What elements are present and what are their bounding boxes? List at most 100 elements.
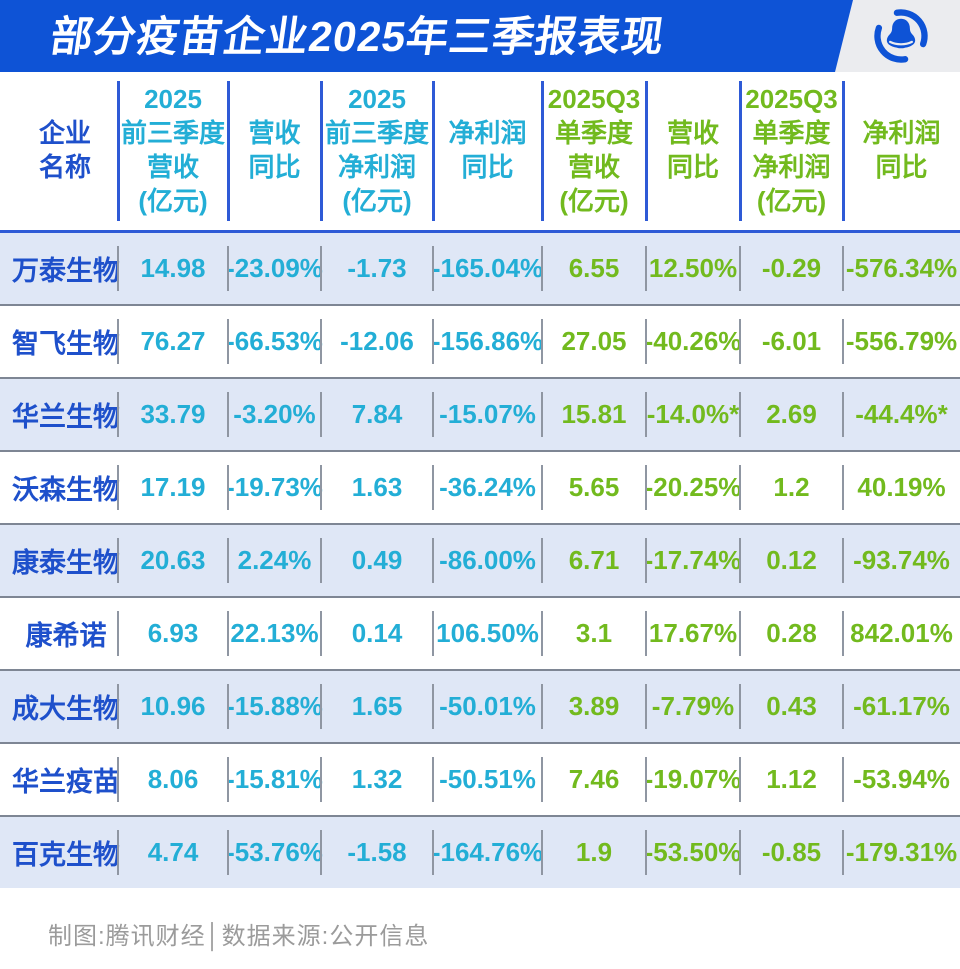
column-header-7: 2025Q3 单季度 净利润 (亿元)	[739, 72, 843, 230]
table-row-康希诺: 康希诺 6.93 22.13% 0.14 106.50% 3.1 17.67% 0.28 842…	[0, 596, 960, 669]
value-cell: -20.25%	[645, 452, 741, 523]
value-cell: 20.63	[117, 525, 228, 596]
table-row-百克生物: 百克生物 4.74 -53.76% -1.58 -164.76% 1.9 -53.50% -0…	[0, 815, 960, 888]
value-cell: 3.1	[541, 598, 646, 669]
column-header-3: 2025 前三季度 净利润 (亿元)	[320, 72, 433, 230]
value-cell: 2.24%	[227, 525, 321, 596]
value-cell: -36.24%	[432, 452, 542, 523]
column-header-2: 营收 同比	[227, 72, 321, 230]
footer: 制图:腾讯财经│数据来源:公开信息	[0, 888, 960, 951]
value-cell: -53.50%	[645, 817, 741, 888]
value-cell: -14.0%*	[645, 379, 740, 450]
value-cell: -17.74%	[645, 525, 741, 596]
value-cell: 7.46	[541, 744, 646, 815]
value-cell: 0.49	[320, 525, 433, 596]
value-cell: -179.31%	[842, 817, 960, 888]
table-row-智飞生物: 智飞生物 76.27 -66.53% -12.06 -156.86% 27.05 -40.2…	[0, 304, 960, 377]
value-cell: 27.05	[541, 306, 646, 377]
value-cell: 4.74	[117, 817, 228, 888]
company-name-cell: 沃森生物	[12, 475, 120, 505]
value-cell: 1.2	[739, 452, 843, 523]
column-header-0: 企业 名称	[38, 118, 91, 182]
value-cell: 1.9	[541, 817, 646, 888]
value-cell: -19.07%	[645, 744, 741, 815]
value-cell: -19.73%	[226, 452, 323, 523]
value-cell: 40.19%	[842, 452, 960, 523]
value-cell: 10.96	[117, 671, 228, 742]
value-cell: 106.50%	[432, 598, 542, 669]
column-header-8: 净利润 同比	[842, 72, 960, 230]
table-header-row: 企业 名称 2025 前三季度 营收 (亿元) 营收 同比 2025 前三季度 净利润…	[0, 72, 960, 233]
table-row-沃森生物: 沃森生物 17.19 -19.73% 1.63 -36.24% 5.65 -20.25% 1.…	[0, 450, 960, 523]
credit-text: 制图:腾讯财经│数据来源:公开信息	[48, 923, 430, 950]
value-cell: -1.58	[320, 817, 433, 888]
value-cell: -23.09%	[226, 233, 323, 304]
value-cell: 7.84	[320, 379, 433, 450]
value-cell: 6.71	[541, 525, 646, 596]
value-cell: -66.53%	[226, 306, 323, 377]
company-name-cell: 成大生物	[12, 694, 120, 724]
company-name-cell: 万泰生物	[12, 256, 120, 286]
table-body: 万泰生物 14.98 -23.09% -1.73 -165.04% 6.55 12.50% -…	[0, 233, 960, 888]
table-row-华兰疫苗: 华兰疫苗 8.06 -15.81% 1.32 -50.51% 7.46 -19.07% 1.1…	[0, 742, 960, 815]
value-cell: -44.4%*	[842, 379, 960, 450]
value-cell: -50.01%	[432, 671, 542, 742]
title-bar: 部分疫苗企业2025年三季报表现	[0, 0, 960, 72]
company-name-cell: 华兰疫苗	[12, 767, 120, 797]
table-row-华兰生物: 华兰生物 33.79 -3.20% 7.84 -15.07% 15.81 -14.0%* 2.…	[0, 377, 960, 450]
value-cell: 33.79	[117, 379, 228, 450]
value-cell: 842.01%	[842, 598, 960, 669]
value-cell: 1.12	[739, 744, 843, 815]
company-name-cell: 智飞生物	[12, 329, 120, 359]
value-cell: -53.94%	[842, 744, 960, 815]
value-cell: 14.98	[117, 233, 228, 304]
value-cell: -61.17%	[842, 671, 960, 742]
column-header-1: 2025 前三季度 营收 (亿元)	[117, 72, 228, 230]
table-row-成大生物: 成大生物 10.96 -15.88% 1.65 -50.01% 3.89 -7.79% 0.4…	[0, 669, 960, 742]
value-cell: -53.76%	[226, 817, 323, 888]
value-cell: 0.14	[320, 598, 433, 669]
column-header-4: 净利润 同比	[432, 72, 542, 230]
value-cell: -6.01	[739, 306, 843, 377]
table-row-万泰生物: 万泰生物 14.98 -23.09% -1.73 -165.04% 6.55 12.50% -…	[0, 233, 960, 304]
value-cell: 1.65	[320, 671, 433, 742]
tencent-qq-penguin-icon	[872, 7, 930, 65]
value-cell: -7.79%	[645, 671, 740, 742]
value-cell: -156.86%	[432, 306, 543, 377]
value-cell: -0.29	[739, 233, 843, 304]
value-cell: 1.32	[320, 744, 433, 815]
company-name-cell: 百克生物	[12, 840, 120, 870]
value-cell: -15.81%	[226, 744, 323, 815]
value-cell: -40.26%	[645, 306, 741, 377]
value-cell: -15.88%	[226, 671, 323, 742]
value-cell: 6.55	[541, 233, 646, 304]
value-cell: 0.28	[739, 598, 843, 669]
value-cell: 17.67%	[645, 598, 740, 669]
column-header-6: 营收 同比	[645, 72, 740, 230]
value-cell: 0.43	[739, 671, 843, 742]
value-cell: -3.20%	[227, 379, 321, 450]
value-cell: -15.07%	[432, 379, 542, 450]
page-title: 部分疫苗企业2025年三季报表现	[47, 13, 668, 60]
company-name-cell: 康泰生物	[12, 548, 120, 578]
value-cell: -93.74%	[842, 525, 960, 596]
value-cell: 76.27	[117, 306, 228, 377]
value-cell: -165.04%	[432, 233, 543, 304]
value-cell: 3.89	[541, 671, 646, 742]
value-cell: 8.06	[117, 744, 228, 815]
value-cell: 12.50%	[645, 233, 740, 304]
value-cell: 22.13%	[227, 598, 321, 669]
value-cell: 1.63	[320, 452, 433, 523]
value-cell: 5.65	[541, 452, 646, 523]
value-cell: 2.69	[739, 379, 843, 450]
value-cell: -86.00%	[432, 525, 542, 596]
title-bar-blue-banner: 部分疫苗企业2025年三季报表现	[0, 0, 853, 72]
value-cell: -164.76%	[432, 817, 543, 888]
value-cell: -12.06	[320, 306, 433, 377]
value-cell: 15.81	[541, 379, 646, 450]
value-cell: -556.79%	[842, 306, 960, 377]
table-row-康泰生物: 康泰生物 20.63 2.24% 0.49 -86.00% 6.71 -17.74% 0.12…	[0, 523, 960, 596]
value-cell: -1.73	[320, 233, 433, 304]
company-name-cell: 华兰生物	[12, 402, 120, 432]
column-header-5: 2025Q3 单季度 营收 (亿元)	[541, 72, 646, 230]
